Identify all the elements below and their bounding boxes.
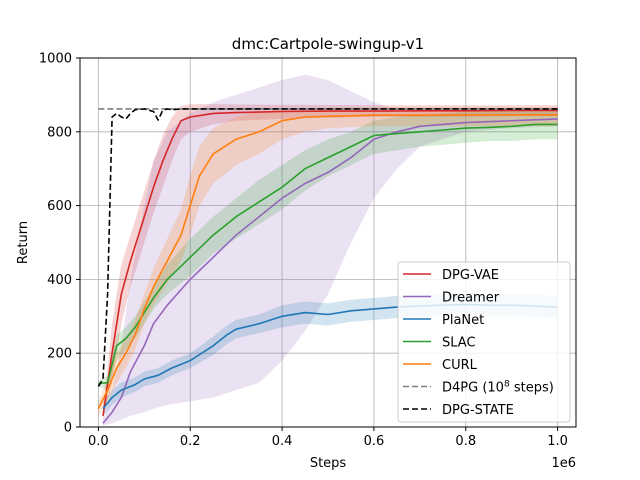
axis-ticks: 0.0 0.2 0.4 0.6 0.8 1.0 0 200 400 600 800 1000 <box>39 52 568 450</box>
legend-label: DPG-STATE <box>442 403 514 418</box>
y-tick-label: 1000 <box>39 52 72 67</box>
x-tick-label: 0.2 <box>180 434 201 449</box>
x-axis-offset: 1e6 <box>551 456 576 471</box>
y-axis-label: Return <box>16 221 31 264</box>
y-tick-label: 600 <box>47 199 72 214</box>
legend-label: SLAC <box>442 336 476 351</box>
band-dreamer <box>103 74 558 426</box>
series-line-dpg-state <box>97 108 558 387</box>
legend: DPG-VAE Dreamer PlaNet SLAC CURL D4PG (108 st… <box>397 261 571 423</box>
series-line-dpg-vae <box>102 109 558 417</box>
series-line-slac <box>98 123 558 385</box>
legend-label: CURL <box>442 358 478 373</box>
band-slac <box>98 108 558 391</box>
series-line-curl <box>97 114 558 409</box>
y-tick-label: 200 <box>47 347 72 362</box>
plot-area <box>79 57 577 428</box>
y-tick-label: 400 <box>47 273 72 288</box>
legend-label: PlaNet <box>442 313 484 328</box>
legend-box <box>397 261 571 423</box>
legend-label: DPG-VAE <box>442 268 499 283</box>
x-tick-label: 0.6 <box>364 434 385 449</box>
chart-title: dmc:Cartpole-swingup-v1 <box>232 35 424 53</box>
y-tick-label: 800 <box>47 125 72 140</box>
legend-label: Dreamer <box>442 291 500 306</box>
x-tick-label: 0.4 <box>272 434 293 449</box>
x-axis-label: Steps <box>310 456 347 471</box>
x-tick-label: 0.8 <box>455 434 476 449</box>
legend-label: D4PG (108 steps) <box>442 380 554 396</box>
series-line-dreamer <box>102 118 558 424</box>
series-lines <box>97 108 558 424</box>
x-tick-label: 0.0 <box>88 434 109 449</box>
x-tick-label: 1.0 <box>547 434 568 449</box>
y-tick-label: 0 <box>64 421 72 436</box>
